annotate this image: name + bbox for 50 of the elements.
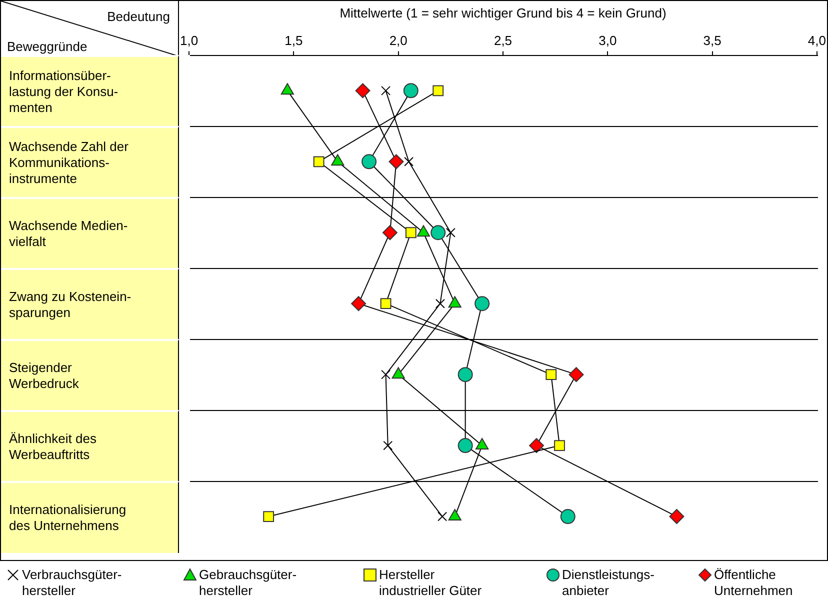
x-tick-label: 1,5 [284,32,303,48]
x-tick-label: 2,0 [389,32,408,48]
y-tick-label: Wachsende Medien-vielfalt [9,218,129,250]
x-tick-label: 3,5 [703,32,722,48]
text: Bedeutung [107,9,170,24]
y-tick-label: Ähnlichkeit des Werbeauftritts [9,431,98,464]
point [458,367,473,382]
y-axis-title: Beweggründe [7,39,88,54]
point [432,85,444,96]
point [351,296,366,312]
legend-label: Hersteller industrieller Güter [379,567,483,599]
legend-label: Verbrauchsgüter-hersteller [22,567,123,599]
y-tick-label: Informationsüber-lastung der Konsu-menten [9,68,120,116]
point [381,370,391,380]
y-tick-label: Internationalisierung des Unternehmens [9,502,128,534]
point [568,367,584,382]
legend-label: Gebrauchsgüter-hersteller [199,567,298,599]
point [381,86,391,96]
y-tick-label: Steigender Werbedruck [9,360,80,392]
point [404,156,414,166]
x-tick-label: 1,0 [180,32,198,48]
point [263,511,274,522]
point [474,296,490,312]
point [388,154,404,170]
point [446,228,456,238]
point [546,369,557,380]
point [528,438,544,454]
point [435,298,445,308]
point [430,225,446,240]
point [669,509,684,524]
x-tick-label: 4,0 [808,32,826,48]
y-tick-label: Zwang zu Kostenein-sparungen [9,289,132,322]
x-tick-label: 3,0 [598,32,617,48]
x-axis-title: Mittelwerte (1 = sehr wichtiger Grund bis 4 = kein Grund) [340,5,666,20]
legend-label: Öffentliche Unternehmen [714,567,794,599]
point [383,440,393,450]
point [403,83,418,98]
point [560,509,576,524]
x-tick-label: 2,5 [494,32,512,48]
point [382,225,398,240]
point [438,512,448,522]
point [554,440,565,451]
point [355,83,370,98]
legend-label: Dienstleistungs-anbieter [562,567,656,599]
point [380,298,392,310]
point [362,154,377,170]
point [458,438,473,454]
point [313,156,324,168]
point [405,227,416,238]
y-tick-label: Wachsende Zahl der Kommunikations-instrumente [9,139,130,188]
